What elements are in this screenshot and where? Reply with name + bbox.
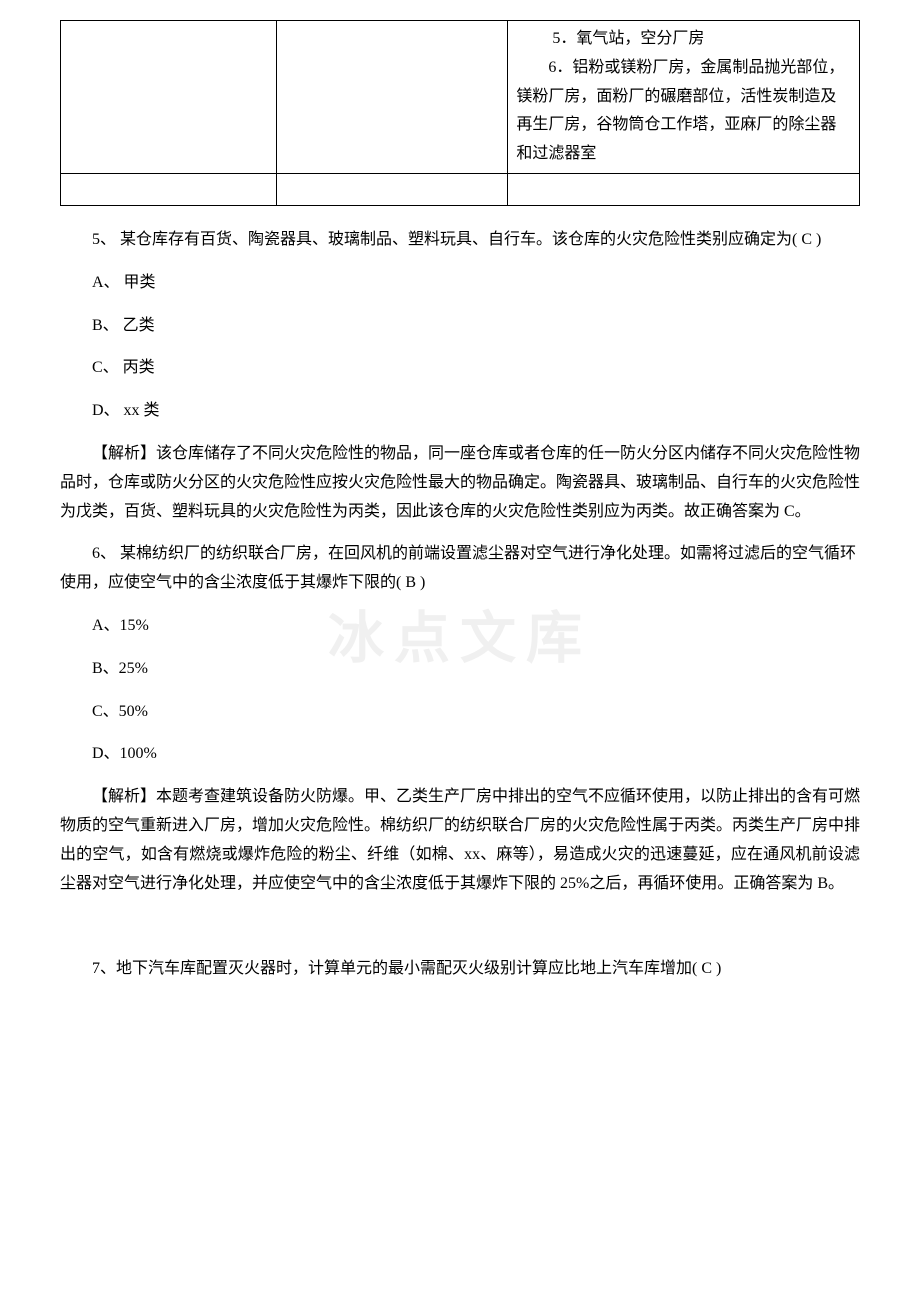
question-6-explanation: 【解析】本题考查建筑设备防火防爆。甲、乙类生产厂房中排出的空气不应循环使用，以防…	[60, 783, 860, 898]
question-5-option-a: A、 甲类	[60, 269, 860, 298]
question-7-stem: 7、地下汽车库配置灭火器时，计算单元的最小需配灭火级别计算应比地上汽车库增加( …	[60, 955, 860, 984]
table-cell	[508, 173, 860, 205]
table-row: 5．氧气站，空分厂房 6．铝粉或镁粉厂房，金属制品抛光部位，镁粉厂房，面粉厂的碾…	[61, 21, 860, 174]
question-6-stem: 6、 某棉纺织厂的纺织联合厂房，在回风机的前端设置滤尘器对空气进行净化处理。如需…	[60, 540, 860, 598]
question-6-option-a: A、15%	[60, 612, 860, 641]
table-row	[61, 173, 860, 205]
fire-hazard-table: 5．氧气站，空分厂房 6．铝粉或镁粉厂房，金属制品抛光部位，镁粉厂房，面粉厂的碾…	[60, 20, 860, 206]
table-cell	[276, 21, 508, 174]
question-5-option-c: C、 丙类	[60, 354, 860, 383]
table-cell: 5．氧气站，空分厂房 6．铝粉或镁粉厂房，金属制品抛光部位，镁粉厂房，面粉厂的碾…	[508, 21, 860, 174]
cell-content: 5．氧气站，空分厂房 6．铝粉或镁粉厂房，金属制品抛光部位，镁粉厂房，面粉厂的碾…	[516, 28, 844, 164]
question-6-option-c: C、50%	[60, 698, 860, 727]
table-cell	[61, 21, 277, 174]
question-6-option-b: B、25%	[60, 655, 860, 684]
table-cell	[276, 173, 508, 205]
question-5-explanation: 【解析】该仓库储存了不同火灾危险性的物品，同一座仓库或者仓库的任一防火分区内储存…	[60, 440, 860, 526]
question-5-stem: 5、 某仓库存有百货、陶瓷器具、玻璃制品、塑料玩具、自行车。该仓库的火灾危险性类…	[60, 226, 860, 255]
question-6-option-d: D、100%	[60, 740, 860, 769]
question-5-option-d: D、 xx 类	[60, 397, 860, 426]
table-cell	[61, 173, 277, 205]
question-5-option-b: B、 乙类	[60, 312, 860, 341]
